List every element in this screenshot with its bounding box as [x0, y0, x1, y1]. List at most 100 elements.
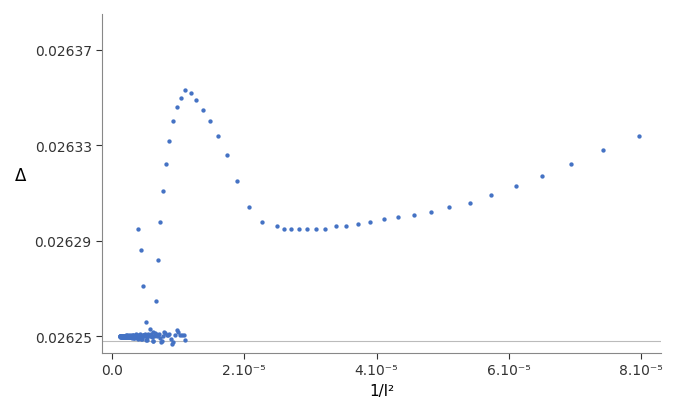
Point — [272, 223, 282, 230]
Point — [153, 331, 164, 337]
Point — [126, 332, 136, 339]
Point — [144, 326, 155, 332]
Point — [115, 333, 126, 340]
Point — [121, 334, 132, 340]
Point — [158, 332, 168, 339]
Point — [175, 95, 186, 102]
Point — [115, 333, 126, 340]
Point — [135, 331, 146, 337]
Point — [116, 333, 127, 339]
Point — [122, 332, 132, 339]
Point — [123, 333, 134, 340]
Point — [147, 338, 158, 344]
Point — [122, 333, 133, 339]
Point — [152, 257, 163, 263]
Point — [151, 331, 162, 337]
Point — [116, 333, 127, 340]
Point — [162, 332, 173, 338]
Point — [145, 331, 156, 337]
Point — [180, 88, 191, 95]
Point — [168, 339, 179, 346]
Point — [145, 332, 155, 338]
Point — [118, 333, 129, 339]
Point — [128, 331, 139, 338]
Point — [119, 332, 130, 339]
Point — [158, 188, 168, 195]
Point — [124, 334, 134, 341]
Point — [122, 334, 132, 340]
Point — [294, 226, 305, 233]
Point — [132, 336, 143, 342]
Point — [221, 152, 232, 159]
Point — [142, 333, 153, 340]
Point — [136, 336, 147, 342]
Point — [137, 332, 148, 338]
Point — [122, 333, 133, 340]
Point — [115, 334, 126, 340]
Point — [141, 337, 151, 343]
Point — [133, 332, 144, 339]
Point — [127, 333, 138, 340]
Point — [311, 226, 322, 233]
Point — [115, 333, 126, 339]
Point — [125, 333, 136, 340]
Point — [118, 333, 129, 340]
Point — [185, 90, 196, 97]
Point — [130, 333, 141, 339]
Point — [160, 162, 171, 169]
Point — [133, 226, 144, 233]
Point — [117, 333, 128, 340]
Point — [125, 334, 136, 340]
Point — [121, 333, 132, 339]
Point — [150, 297, 161, 304]
Point — [171, 327, 182, 333]
Point — [122, 333, 132, 339]
Point — [166, 340, 177, 347]
Point — [127, 333, 138, 339]
Point — [116, 333, 127, 340]
Point — [138, 283, 149, 290]
Point — [117, 333, 128, 340]
Point — [136, 336, 147, 343]
Point — [119, 333, 130, 339]
Point — [177, 332, 187, 339]
Point — [125, 332, 136, 339]
Point — [115, 333, 126, 340]
Point — [143, 331, 153, 337]
Point — [178, 332, 189, 338]
Point — [378, 216, 389, 223]
Point — [120, 333, 131, 339]
Point — [144, 333, 155, 339]
Point — [198, 107, 208, 114]
Point — [464, 200, 475, 206]
Point — [135, 247, 146, 254]
Point — [139, 333, 149, 339]
Point — [116, 333, 127, 340]
Point — [116, 333, 127, 340]
Point — [148, 328, 159, 335]
Point — [155, 339, 166, 346]
Point — [161, 332, 172, 339]
Point — [118, 333, 129, 340]
Point — [129, 334, 140, 340]
Point — [122, 334, 133, 341]
Point — [120, 334, 130, 340]
Point — [365, 219, 375, 225]
Point — [320, 226, 331, 233]
Point — [120, 333, 130, 340]
Point — [118, 333, 129, 340]
X-axis label: 1/l²: 1/l² — [369, 383, 394, 398]
Point — [128, 333, 139, 340]
Point — [149, 333, 160, 340]
Point — [165, 335, 176, 342]
Point — [116, 333, 127, 339]
Point — [116, 333, 127, 340]
Point — [115, 333, 126, 340]
Point — [116, 333, 127, 340]
Point — [132, 335, 143, 342]
Point — [143, 332, 154, 338]
Point — [115, 333, 126, 340]
Point — [117, 333, 128, 340]
Point — [120, 334, 130, 340]
Point — [352, 221, 363, 228]
